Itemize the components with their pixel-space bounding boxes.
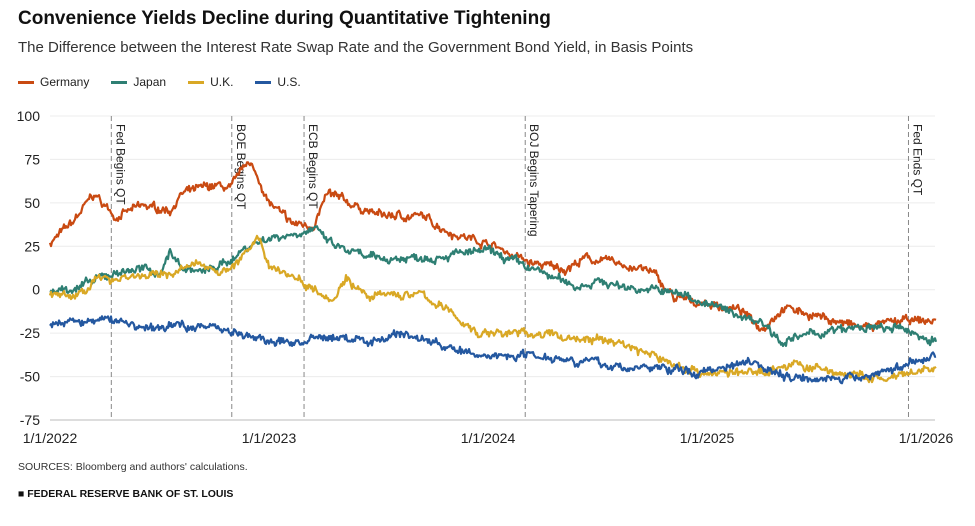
y-tick-label: -25 [20, 325, 40, 341]
legend-label: Japan [133, 75, 167, 89]
series-line-us [49, 315, 937, 385]
legend: Germany Japan U.K. U.S. [18, 75, 301, 89]
legend-swatch [188, 80, 205, 84]
legend-swatch [255, 80, 272, 84]
legend-item-japan: Japan [111, 75, 166, 89]
legend-item-us: U.S. [255, 75, 301, 89]
event-label: BOJ Begins Tapering [527, 124, 541, 237]
y-tick-label: 0 [32, 282, 40, 298]
legend-swatch [18, 80, 34, 84]
legend-item-germany: Germany [18, 75, 89, 89]
x-tick-label: 1/1/2022 [23, 430, 78, 446]
y-tick-label: 100 [17, 108, 41, 124]
legend-label: U.S. [277, 75, 301, 89]
legend-label: U.K. [210, 75, 234, 89]
event-label: Fed Begins QT [113, 124, 127, 205]
event-label: ECB Begins QT [306, 124, 320, 209]
x-tick-label: 1/1/2026 [899, 430, 954, 446]
event-label: Fed Ends QT [910, 124, 924, 196]
y-tick-label: -75 [20, 412, 40, 428]
x-tick-label: 1/1/2023 [242, 430, 297, 446]
legend-swatch [111, 80, 128, 84]
sources-note: SOURCES: Bloomberg and authors' calculat… [18, 461, 248, 473]
chart-subtitle: The Difference between the Interest Rate… [18, 39, 694, 56]
y-tick-label: -50 [20, 369, 40, 385]
footer-credit: ■ FEDERAL RESERVE BANK OF ST. LOUIS [18, 488, 234, 500]
series-line-uk [48, 234, 937, 384]
y-tick-label: 25 [24, 238, 40, 254]
y-tick-label: 50 [24, 195, 40, 211]
legend-item-uk: U.K. [188, 75, 233, 89]
series-line-japan [49, 225, 938, 348]
chart-title: Convenience Yields Decline during Quanti… [18, 8, 551, 29]
x-tick-label: 1/1/2024 [461, 430, 516, 446]
y-tick-label: 75 [24, 151, 40, 167]
x-tick-label: 1/1/2025 [680, 430, 735, 446]
legend-label: Germany [40, 75, 90, 89]
series-line-germany [48, 161, 937, 333]
